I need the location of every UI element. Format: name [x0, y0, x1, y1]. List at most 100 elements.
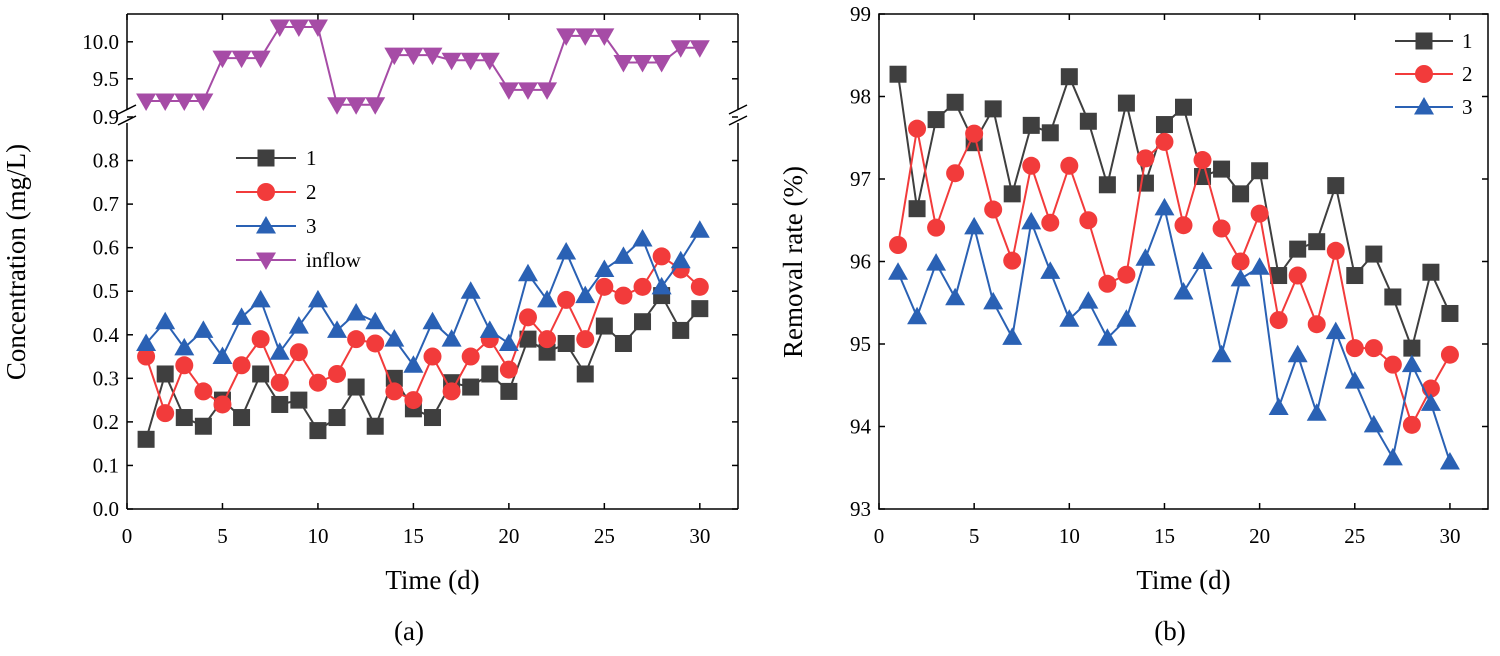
panel-a-break-right-mark-lower — [728, 115, 748, 126]
panel-a-legend-swatch-marker — [257, 183, 275, 201]
panel-a-series-inflow-point — [288, 19, 309, 37]
panel-a-series-3-point — [346, 303, 367, 321]
panel-b-series-3-point — [964, 216, 985, 235]
panel-a-y-tick-label: 0.2 — [93, 410, 119, 434]
panel-a-series-3-point — [460, 281, 481, 299]
panel-b-series-3-point — [1363, 414, 1384, 433]
panel-b-series-1-point — [946, 93, 964, 111]
panel-a-y-tick-label-upper: 10.0 — [82, 30, 119, 54]
panel-a-y-tick-label-upper: 9.5 — [93, 67, 119, 91]
panel-a-series-3-point — [269, 342, 290, 360]
panel-b-legend-label: 3 — [1462, 95, 1473, 119]
panel-a-series-2-point — [347, 330, 366, 349]
panel-a-series-1-point — [691, 300, 709, 318]
panel-a-series-3-point — [136, 333, 157, 351]
panel-b-series-1-point — [1098, 176, 1116, 194]
panel-b-series-1-point — [1422, 263, 1440, 281]
panel-b-legend-swatch-marker — [1414, 97, 1434, 115]
panel-a-y-tick-label: 0.4 — [93, 323, 120, 347]
panel-b-series-1-point — [1365, 245, 1383, 263]
panel-a-legend: 1 2 3 inflow — [236, 146, 362, 272]
panel-a-x-tick-label: 25 — [594, 524, 615, 548]
panel-a-series-inflow-point — [537, 82, 558, 100]
panel-b-series-1-point — [1384, 288, 1402, 306]
panel-b-series-2-point — [1326, 241, 1345, 260]
panel-a-series-1-point — [462, 378, 480, 396]
panel-b-series-1-point — [927, 111, 945, 129]
panel-a-series-3-point — [212, 346, 233, 365]
panel-a-series-3-point — [479, 320, 500, 338]
panel-b-series-2-point — [927, 218, 946, 237]
panel-a-series-3-point — [365, 311, 386, 330]
panel-b-series-3-point — [983, 291, 1004, 310]
panel-b-series-3-point — [1306, 403, 1327, 421]
panel-b-series-3-point — [1135, 248, 1156, 266]
panel-a-series-inflow-point — [594, 28, 615, 46]
panel-a-series-inflow-point — [479, 52, 500, 71]
panel-a-series-2-point — [576, 330, 595, 349]
panel-a-series-2-point — [156, 404, 175, 423]
panel-b-series-1-point — [1022, 116, 1040, 134]
panel-a-x-tick-label: 5 — [217, 524, 228, 548]
panel-a-series-inflow-point — [136, 93, 157, 111]
panel-b-series-3-point — [1192, 251, 1213, 269]
panel-a-series-inflow-point — [575, 28, 596, 46]
panel-b-series-1-point — [1232, 185, 1250, 203]
panel-b-x-tick-label: 0 — [874, 524, 885, 548]
panel-a-legend-label: inflow — [306, 248, 362, 272]
panel-b-y-tick-label: 95 — [850, 332, 871, 356]
panel-b-x-axis-title: Time (d) — [1136, 565, 1230, 595]
panel-b-series-2-point — [1022, 156, 1041, 175]
panel-a-series-2-point — [366, 334, 385, 353]
panel-a-series-3-point — [307, 289, 328, 308]
panel-b-series-2-point — [1212, 219, 1231, 238]
panel-a-series-inflow-point — [498, 82, 519, 100]
panel-a-series-2-point — [690, 277, 709, 296]
panel-a-series-2-point — [270, 373, 289, 392]
panel-b-series-1-point — [1289, 240, 1307, 258]
panel-a-y-axis-title: Concentration (mg/L) — [1, 144, 31, 380]
panel-a-series-1-point — [366, 417, 384, 435]
panel-b-series-1-point — [1041, 124, 1059, 142]
panel-b-series-1-point — [1308, 233, 1326, 251]
panel-b-series-1-point — [908, 200, 926, 218]
panel-b-series-2-point — [1136, 149, 1155, 168]
panel-a-series-inflow-point — [460, 52, 481, 71]
panel-a-caption: (a) — [394, 616, 424, 646]
panel-a-series-2-point — [213, 395, 232, 414]
panel-b-series-1-point — [984, 100, 1002, 118]
panel-b-series-1-point — [1060, 68, 1078, 86]
panel-a-y-tick-label: 0.0 — [93, 497, 119, 521]
panel-b-series-1-point — [1441, 304, 1459, 322]
panel-a-series-2-point — [308, 373, 327, 392]
panel-a-series-1-point — [309, 422, 327, 440]
panel-b-series-3-point — [1059, 309, 1080, 327]
panel-b-y-tick-label: 99 — [850, 2, 871, 26]
panel-a-series-2-point — [251, 330, 270, 349]
panel-b-series-3-point — [1287, 344, 1308, 363]
panel-b-series-3-point — [945, 287, 966, 306]
panel-b-series-2-point — [1288, 266, 1307, 285]
panel-a-series-2-point — [137, 347, 156, 366]
panel-a-y-tick-label: 0.5 — [93, 279, 119, 303]
panel-b-x-tick-label: 25 — [1344, 524, 1365, 548]
panel-a-series-inflow-point — [651, 55, 672, 73]
panel-b-series-3-point — [1268, 397, 1289, 416]
panel-a-y-tick-label: 0.3 — [93, 366, 119, 390]
panel-a-series-3-point — [327, 320, 348, 338]
panel-b-y-tick-label: 94 — [850, 415, 872, 439]
panel-a-series-1-point — [347, 378, 365, 396]
panel-b-series-2-point — [984, 200, 1003, 219]
panel-b-series-1-point — [1270, 267, 1288, 285]
panel-a-series-2-point — [557, 290, 576, 309]
panel-a-x-tick-label: 15 — [403, 524, 424, 548]
panel-b-series-2-point — [1250, 204, 1269, 223]
panel-b-y-tick-label: 96 — [850, 250, 871, 274]
panel-a-series-1-line — [145, 293, 701, 440]
panel-a-series-inflow-point — [193, 93, 214, 111]
panel-a-series-inflow-point — [307, 19, 328, 37]
panel-b-series-3-point — [1230, 268, 1251, 287]
panel-b-series-1-point — [1327, 177, 1345, 195]
panel-a-series-inflow-point — [365, 97, 386, 115]
panel-a-y-tick-label: 0.1 — [93, 453, 119, 477]
